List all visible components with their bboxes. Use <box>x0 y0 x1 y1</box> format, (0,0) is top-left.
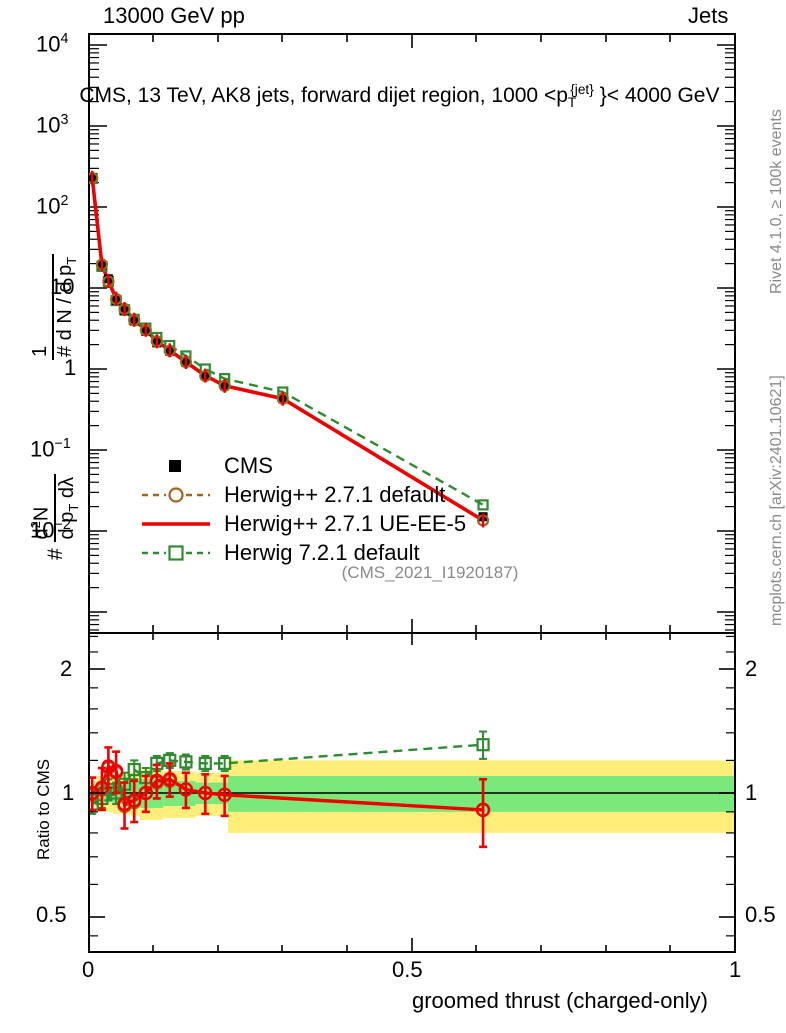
watermark: (CMS_2021_I1920187) <box>342 563 519 582</box>
main-ytick-10m2: 10−2 <box>30 517 71 543</box>
main-ytick-10m1: 10−1 <box>30 436 71 462</box>
legend-label-cms: CMS <box>224 453 273 478</box>
main-ytick-10p3: 103 <box>36 112 69 138</box>
legend-label-herwig721: Herwig 7.2.1 default <box>224 540 420 565</box>
ratio-xtick-1: 1 <box>729 957 742 982</box>
legend-label-herwigpp-default: Herwig++ 2.7.1 default <box>224 482 446 507</box>
main-ytick-10p2: 102 <box>36 193 69 219</box>
ratio-xtick-0: 0 <box>82 957 95 982</box>
main-yticks-minor <box>89 48 735 631</box>
mcplots-reference-label: mcplots.cern.ch [arXiv:2401.10621] <box>768 375 785 626</box>
category-label: Jets <box>688 3 729 28</box>
legend-entry-herwigpp-ueee5[interactable]: Herwig++ 2.7.1 UE-EE-5 <box>140 508 470 537</box>
main-title-annotation: CMS, 13 TeV, AK8 jets, forward dijet reg… <box>79 82 720 111</box>
legend-label-herwigpp-ueee5: Herwig++ 2.7.1 UE-EE-5 <box>224 511 467 536</box>
main-xticks-bottom <box>88 619 736 633</box>
ratio-ytick-right-2: 2 <box>745 656 758 681</box>
main-panel: (CMS_2021_I1920187) <box>88 33 736 634</box>
legend-marker-herwigpp-default <box>142 487 210 503</box>
ratio-ytick-05: 0.5 <box>36 902 67 927</box>
legend-entry-herwigpp-default[interactable]: Herwig++ 2.7.1 default <box>140 479 470 508</box>
legend-marker-herwig721 <box>142 545 210 561</box>
legend-marker-herwigpp-ueee5 <box>142 522 210 526</box>
legend-marker-cms <box>169 460 181 472</box>
ratio-data-layer <box>89 730 735 849</box>
ratio-panel <box>88 633 736 953</box>
main-ytick-1: 1 <box>64 355 77 380</box>
legend-entry-cms[interactable]: CMS <box>140 450 470 479</box>
ratio-yticks <box>89 635 735 937</box>
ratio-ylabel: Ratio to CMS <box>34 758 53 860</box>
ratio-ytick-1: 1 <box>62 780 75 805</box>
ratio-ytick-right-1: 1 <box>745 780 758 805</box>
main-yticks <box>89 44 735 613</box>
legend: CMS Herwig++ 2.7.1 default Herwig++ 2.7.… <box>140 450 470 566</box>
beam-label: 13000 GeV pp <box>103 3 245 28</box>
legend-entry-herwig721[interactable]: Herwig 7.2.1 default <box>140 537 470 566</box>
main-ytick-10p4: 104 <box>36 31 69 57</box>
main-ytick-10: 10 <box>50 274 75 299</box>
main-data-layer <box>89 170 490 528</box>
rivet-version-label: Rivet 4.1.0, ≥ 100k events <box>768 109 785 294</box>
ratio-xticks <box>88 633 736 952</box>
ratio-ytick-right-05: 0.5 <box>745 902 776 927</box>
main-xticks-top <box>88 34 736 48</box>
ratio-xtick-05: 0.5 <box>392 957 423 982</box>
ratio-xlabel: groomed thrust (charged-only) <box>412 988 708 1013</box>
ratio-ytick-2: 2 <box>60 656 73 681</box>
